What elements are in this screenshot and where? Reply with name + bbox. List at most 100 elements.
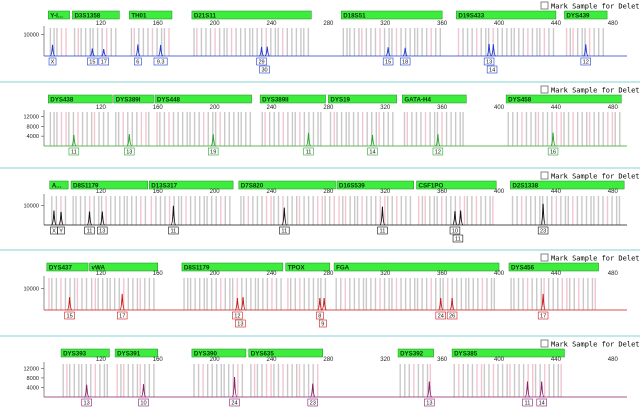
allele-box[interactable] (256, 57, 267, 66)
allele-box[interactable] (307, 398, 318, 407)
allele-box[interactable] (435, 311, 446, 320)
allele-label: 11 (525, 401, 531, 407)
marker-name: Y-I... (50, 13, 63, 20)
allele-box[interactable] (486, 65, 498, 74)
x-tick-label: 240 (267, 21, 278, 27)
allele-box[interactable] (580, 57, 591, 66)
peak (524, 381, 531, 398)
allele-box[interactable] (87, 57, 98, 66)
marker-name: D13S317 (151, 183, 177, 190)
allele-box[interactable] (367, 147, 378, 156)
x-tick-label: 320 (380, 105, 391, 111)
marker-name: D16S539 (339, 183, 365, 190)
allele-box[interactable] (48, 57, 57, 66)
allele-box[interactable] (522, 398, 533, 407)
allele-box[interactable] (446, 311, 458, 320)
y-tick-label: 12000 (23, 366, 39, 372)
marker-name: FGA (336, 265, 350, 272)
allele-box[interactable] (124, 147, 135, 156)
x-tick-label: 120 (96, 189, 107, 195)
mark-deletion-checkbox[interactable] (540, 171, 549, 180)
allele-box[interactable] (117, 311, 128, 320)
allele-box[interactable] (536, 398, 547, 407)
allele-label: 9 (321, 322, 324, 328)
mark-deletion-checkbox[interactable] (540, 253, 549, 262)
mark-deletion-checkbox[interactable] (540, 339, 549, 348)
marker-name: DYS456 (511, 265, 535, 272)
allele-label: 11 (170, 229, 176, 235)
allele-box[interactable] (259, 65, 270, 74)
allele-label: 12 (583, 60, 589, 66)
peak (281, 207, 287, 226)
marker-name: DYS385 (454, 351, 478, 358)
peak (101, 49, 107, 57)
allele-box[interactable] (424, 398, 435, 407)
allele-box[interactable] (232, 311, 243, 320)
x-tick-label: 320 (380, 271, 391, 277)
allele-label: 24 (438, 314, 444, 320)
y-tick-label: 12000 (23, 114, 39, 120)
x-tick-label: 280 (323, 271, 334, 277)
allele-box[interactable] (153, 57, 168, 66)
marker-box (154, 94, 252, 104)
x-tick-label: 200 (210, 189, 221, 195)
allele-label: 24 (231, 401, 237, 407)
marker-box (416, 180, 497, 190)
allele-box[interactable] (64, 311, 75, 320)
mark-deletion-label: Mark Sample for Deletion (551, 87, 640, 95)
x-tick-label: 160 (153, 105, 164, 111)
marker-box (564, 10, 608, 20)
allele-box[interactable] (399, 57, 411, 66)
mark-deletion-checkbox[interactable] (540, 85, 549, 94)
allele-box[interactable] (449, 226, 461, 235)
allele-box[interactable] (98, 57, 109, 66)
x-tick-label: 200 (210, 357, 221, 363)
marker-box (510, 180, 625, 190)
allele-label: 26 (449, 314, 455, 320)
mark-deletion-label: Mark Sample for Deletion (551, 255, 640, 263)
allele-box[interactable] (537, 226, 549, 235)
allele-label: 11 (380, 229, 386, 235)
peak (310, 383, 316, 398)
peak (99, 211, 105, 226)
peak (540, 203, 547, 226)
marker-box (113, 94, 154, 104)
allele-label: 13 (237, 322, 243, 328)
allele-box[interactable] (68, 147, 80, 156)
x-tick-label: 200 (210, 271, 221, 277)
allele-box[interactable] (57, 226, 65, 235)
allele-box[interactable] (279, 226, 290, 235)
allele-box[interactable] (432, 147, 444, 156)
allele-box[interactable] (537, 311, 549, 320)
allele-box[interactable] (235, 319, 246, 328)
allele-box[interactable] (303, 147, 314, 156)
mark-deletion-checkbox[interactable] (540, 1, 549, 10)
marker-box (70, 180, 149, 190)
allele-box[interactable] (452, 234, 464, 243)
allele-label: 23 (310, 401, 316, 407)
allele-label: 14 (369, 150, 375, 156)
allele-box[interactable] (229, 398, 240, 407)
allele-box[interactable] (382, 57, 394, 66)
allele-box[interactable] (97, 226, 108, 235)
allele-box[interactable] (84, 226, 95, 235)
allele-box[interactable] (316, 311, 324, 320)
y-tick-label: 10000 (23, 287, 39, 293)
allele-box[interactable] (138, 398, 149, 407)
allele-box[interactable] (134, 57, 142, 66)
peak (317, 297, 323, 311)
allele-box[interactable] (377, 226, 388, 235)
x-tick-label: 400 (494, 271, 505, 277)
allele-box[interactable] (483, 57, 495, 66)
allele-box[interactable] (81, 398, 92, 407)
allele-box[interactable] (319, 319, 327, 328)
allele-box[interactable] (208, 147, 219, 156)
allele-box[interactable] (547, 147, 559, 156)
allele-box[interactable] (168, 226, 179, 235)
marker-box (259, 94, 326, 104)
marker-box (451, 348, 565, 358)
x-tick-label: 120 (96, 21, 107, 27)
marker-name: DYS393 (63, 351, 87, 358)
y-tick-label: 10000 (23, 32, 39, 38)
